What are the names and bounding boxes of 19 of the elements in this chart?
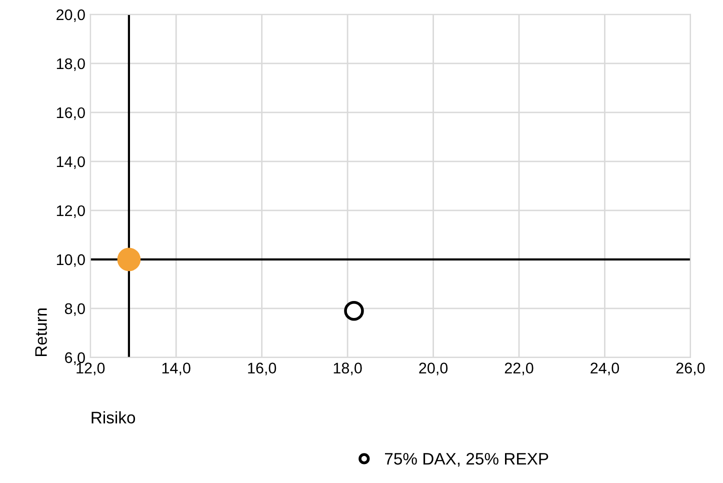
x-tick-label: 24,0 [590,362,620,376]
x-tick-label: 14,0 [162,362,190,376]
y-tick-label: 8,0 [64,303,85,316]
y-tick-label: 10,0 [56,254,85,267]
y-tick-label: 12,0 [56,205,85,218]
y-axis-title: Return [35,308,47,356]
x-tick-label: 22,0 [504,362,534,376]
x-tick-label: 12,0 [76,362,105,376]
x-tick-label: 18,0 [334,362,362,376]
legend-label: 75% DAX, 25% REXP [385,452,548,467]
y-tick-label: 18,0 [56,58,85,71]
x-tick-label: 16,0 [248,362,276,376]
x-axis-title: Risiko [92,411,136,424]
y-tick-label: 14,0 [56,156,85,169]
x-tick-label: 20,0 [419,362,448,376]
y-tick-label: 20,0 [56,9,85,22]
y-tick-label: 6,0 [65,352,85,365]
x-tick-label: 26,0 [676,362,705,376]
y-tick-label: 16,0 [56,107,85,120]
